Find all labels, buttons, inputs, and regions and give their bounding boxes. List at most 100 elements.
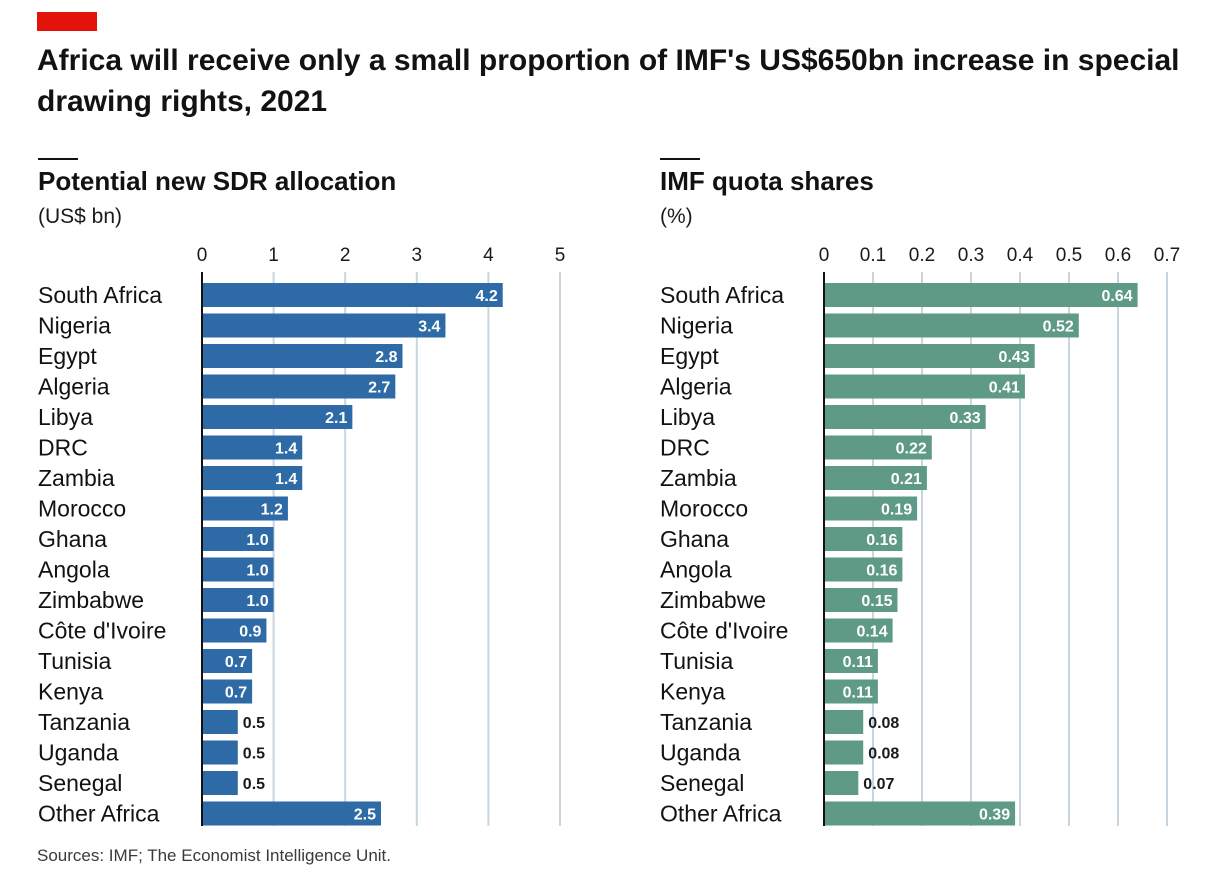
- left-panel-unit: (US$ bn): [38, 205, 123, 228]
- sdr-value-label: 1.0: [246, 593, 268, 610]
- quota-value-label: 0.16: [866, 563, 897, 580]
- sdr-value-label: 0.5: [243, 746, 265, 763]
- quota-bar: [824, 679, 878, 704]
- quota-bar: [824, 344, 1035, 368]
- quota-bar: [824, 313, 1079, 338]
- quota-bar: [824, 649, 878, 673]
- sdr-bar: [202, 710, 238, 734]
- quota-bar: [824, 405, 986, 429]
- quota-category-label: Côte d'Ivoire: [660, 618, 788, 644]
- sdr-category-label: Uganda: [38, 740, 119, 766]
- quota-category-label: Senegal: [660, 770, 744, 796]
- sdr-value-label: 2.5: [354, 807, 376, 824]
- quota-category-label: Zimbabwe: [660, 587, 766, 613]
- sdr-value-label: 1.2: [261, 502, 283, 519]
- quota-category-label: Nigeria: [660, 313, 733, 339]
- sdr-category-label: Morocco: [38, 496, 126, 522]
- sdr-category-label: Other Africa: [38, 801, 160, 827]
- quota-category-label: Kenya: [660, 679, 725, 705]
- chart-headline: Africa will receive only a small proport…: [37, 44, 1180, 118]
- right-panel-unit: (%): [660, 205, 693, 228]
- sdr-bar: [202, 496, 288, 521]
- sdr-value-label: 2.8: [375, 349, 397, 366]
- quota-value-label: 0.52: [1043, 319, 1074, 336]
- sdr-bar: [202, 771, 238, 795]
- quota-category-label: Morocco: [660, 496, 748, 522]
- sdr-category-label: Ghana: [38, 526, 107, 552]
- quota-value-label: 0.64: [1101, 288, 1132, 305]
- sdr-category-label: Kenya: [38, 679, 103, 705]
- quota-category-label: Uganda: [660, 740, 741, 766]
- sdr-bar: [202, 801, 381, 826]
- quota-tick-label: 0.2: [909, 245, 935, 266]
- sdr-value-label: 2.1: [325, 410, 347, 427]
- sdr-bar: [202, 374, 396, 399]
- sdr-tick-label: 2: [340, 245, 351, 266]
- quota-bar: [824, 588, 898, 612]
- sdr-tick-label: 5: [555, 245, 566, 266]
- source-note: Sources: IMF; The Economist Intelligence…: [37, 846, 392, 865]
- right-panel-title: IMF quota shares: [660, 166, 874, 196]
- quota-tick-label: 0.1: [860, 245, 886, 266]
- quota-value-label: 0.08: [868, 715, 899, 732]
- quota-category-label: Tanzania: [660, 709, 752, 735]
- left-panel-rule: [38, 158, 78, 160]
- sdr-bar: [202, 405, 353, 429]
- quota-bar: [824, 527, 903, 551]
- quota-value-label: 0.39: [979, 807, 1010, 824]
- sdr-category-label: Algeria: [38, 374, 110, 400]
- sdr-value-label: 0.9: [239, 624, 261, 641]
- quota-value-label: 0.43: [999, 349, 1030, 366]
- sdr-value-label: 0.5: [243, 715, 265, 732]
- quota-value-label: 0.15: [861, 593, 892, 610]
- quota-value-label: 0.41: [989, 380, 1020, 397]
- right-panel-rule: [660, 158, 700, 160]
- quota-value-label: 0.16: [866, 532, 897, 549]
- left-panel-title: Potential new SDR allocation: [38, 166, 397, 196]
- sdr-bar: [202, 435, 303, 460]
- brand-tag: [37, 12, 97, 31]
- sdr-value-label: 0.7: [225, 685, 247, 702]
- quota-bar: [824, 374, 1025, 399]
- sdr-category-label: Nigeria: [38, 313, 111, 339]
- quota-category-label: Tunisia: [660, 648, 733, 674]
- sdr-bar: [202, 527, 274, 551]
- quota-category-label: Egypt: [660, 343, 719, 369]
- sdr-value-label: 1.4: [275, 441, 297, 458]
- quota-bar: [824, 557, 903, 582]
- sdr-bar: [202, 679, 253, 704]
- quota-value-label: 0.19: [881, 502, 912, 519]
- quota-bar: [824, 496, 918, 521]
- sdr-category-label: Libya: [38, 404, 93, 430]
- sdr-value-label: 3.4: [418, 319, 440, 336]
- quota-value-label: 0.11: [843, 685, 873, 702]
- quota-tick-label: 0.4: [1007, 245, 1034, 266]
- sdr-value-label: 1.0: [246, 563, 268, 580]
- sdr-category-label: South Africa: [38, 282, 162, 308]
- quota-category-label: Libya: [660, 404, 715, 430]
- sdr-tick-label: 4: [483, 245, 494, 266]
- sdr-category-label: DRC: [38, 435, 88, 461]
- quota-value-label: 0.22: [896, 441, 927, 458]
- quota-tick-label: 0.5: [1056, 245, 1082, 266]
- quota-value-label: 0.07: [863, 776, 894, 793]
- quota-bar: [824, 618, 893, 643]
- sdr-value-label: 4.2: [475, 288, 497, 305]
- sdr-value-label: 2.7: [368, 380, 390, 397]
- sdr-value-label: 1.0: [246, 532, 268, 549]
- quota-tick-label: 0.3: [958, 245, 984, 266]
- quota-value-label: 0.33: [950, 410, 981, 427]
- sdr-bar: [202, 649, 253, 673]
- sdr-bar: [202, 618, 267, 643]
- quota-tick-label: 0.6: [1105, 245, 1131, 266]
- sdr-category-label: Tanzania: [38, 709, 130, 735]
- sdr-value-label: 0.7: [225, 654, 247, 671]
- sdr-category-label: Angola: [38, 557, 110, 583]
- quota-category-label: Ghana: [660, 526, 729, 552]
- quota-category-label: Other Africa: [660, 801, 782, 827]
- quota-bar: [824, 466, 927, 490]
- sdr-bar: [202, 557, 274, 582]
- sdr-bar: [202, 283, 503, 307]
- quota-bar: [824, 740, 864, 765]
